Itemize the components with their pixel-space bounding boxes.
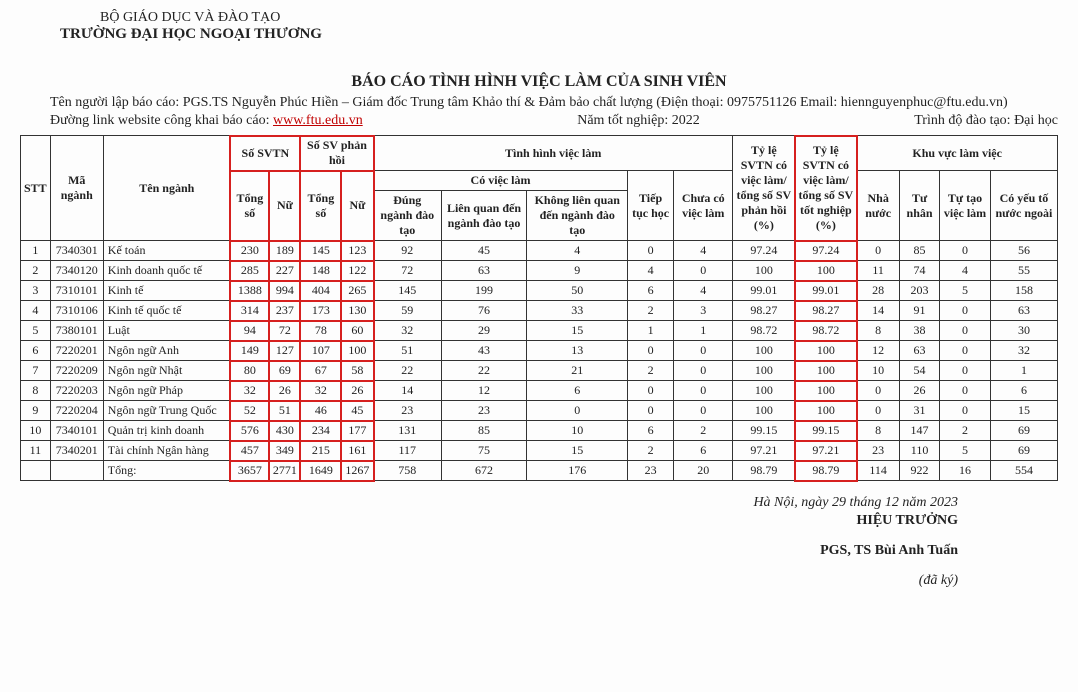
year-label: Năm tốt nghiệp: 2022 [577, 113, 700, 129]
col-ph-nu: Nữ [341, 171, 373, 241]
col-thvl: Tình hình việc làm [374, 136, 733, 171]
col-co-viec-lam: Có việc làm [374, 171, 628, 191]
table-row: 57380101Luật947278603229151198.7298.7283… [21, 321, 1058, 341]
footer-signed: (đã ký) [20, 573, 958, 589]
col-nha-nuoc: Nhà nước [857, 171, 900, 241]
table-row: 47310106Kinh tế quốc tế31423717313059763… [21, 301, 1058, 321]
col-svtn-tong: Tổng số [230, 171, 269, 241]
report-table: STT Mã ngành Tên ngành Số SVTN Số SV phả… [20, 135, 1058, 481]
link-label: Đường link website công khai báo cáo: [50, 113, 273, 128]
col-lien-quan: Liên quan đến ngành đào tạo [441, 191, 527, 241]
reporter-line: Tên người lập báo cáo: PGS.TS Nguyễn Phú… [20, 95, 1058, 111]
table-row: 17340301Kế toán230189145123924540497.249… [21, 241, 1058, 261]
col-so-svtn: Số SVTN [230, 136, 300, 171]
ministry-label: BỘ GIÁO DỤC VÀ ĐÀO TẠO [100, 10, 1058, 26]
col-tyle-ph: Tỷ lệ SVTN có việc làm/ tổng số SV phản … [733, 136, 795, 241]
col-khong-lq: Không liên quan đến ngành đào tạo [527, 191, 628, 241]
report-title: BÁO CÁO TÌNH HÌNH VIỆC LÀM CỦA SINH VIÊN [20, 73, 1058, 91]
footer-name: PGS, TS Bùi Anh Tuấn [20, 543, 958, 559]
table-total-row: Tổng:3657277116491267758672176232098.799… [21, 461, 1058, 481]
footer-role: HIỆU TRƯỞNG [20, 513, 958, 529]
col-so-sv-ph: Số SV phản hồi [300, 136, 373, 171]
col-ten-nganh: Tên ngành [103, 136, 230, 241]
footer-block: Hà Nội, ngày 29 tháng 12 năm 2023 HIỆU T… [20, 495, 1058, 589]
col-tyle-tn: Tỷ lệ SVTN có việc làm/ tổng số SV tốt n… [795, 136, 857, 241]
col-ma-nganh: Mã ngành [50, 136, 103, 241]
col-dung-nganh: Đúng ngành đào tạo [374, 191, 442, 241]
col-stt: STT [21, 136, 51, 241]
col-tiep-tuc: Tiếp tục học [628, 171, 674, 241]
table-row: 107340101Quản trị kinh doanh576430234177… [21, 421, 1058, 441]
header-block: BỘ GIÁO DỤC VÀ ĐÀO TẠO TRƯỜNG ĐẠI HỌC NG… [20, 10, 1058, 43]
table-row: 67220201Ngôn ngữ Anh14912710710051431300… [21, 341, 1058, 361]
col-ph-tong: Tổng số [300, 171, 341, 241]
table-row: 27340120Kinh doanh quốc tế28522714812272… [21, 261, 1058, 281]
table-row: 117340201Tài chính Ngân hàng457349215161… [21, 441, 1058, 461]
col-svtn-nu: Nữ [269, 171, 300, 241]
meta-row: Đường link website công khai báo cáo: ww… [20, 113, 1058, 129]
table-row: 77220209Ngôn ngữ Nhật8069675822222120100… [21, 361, 1058, 381]
col-khu-vuc: Khu vực làm việc [857, 136, 1058, 171]
table-row: 97220204Ngôn ngữ Trung Quốc5251464523230… [21, 401, 1058, 421]
website-link[interactable]: www.ftu.edu.vn [273, 113, 363, 128]
col-tu-tao: Tự tạo việc làm [940, 171, 991, 241]
table-row: 37310101Kinh tế1388994404265145199506499… [21, 281, 1058, 301]
col-tu-nhan: Tư nhân [899, 171, 939, 241]
col-nuoc-ngoai: Có yếu tố nước ngoài [990, 171, 1057, 241]
level-label: Trình độ đào tạo: Đại học [914, 113, 1058, 129]
footer-place: Hà Nội, ngày 29 tháng 12 năm 2023 [20, 495, 958, 511]
university-label: TRƯỜNG ĐẠI HỌC NGOẠI THƯƠNG [60, 26, 1058, 43]
table-row: 87220203Ngôn ngữ Pháp3226322614126001001… [21, 381, 1058, 401]
col-chua-co: Chưa có việc làm [674, 171, 733, 241]
